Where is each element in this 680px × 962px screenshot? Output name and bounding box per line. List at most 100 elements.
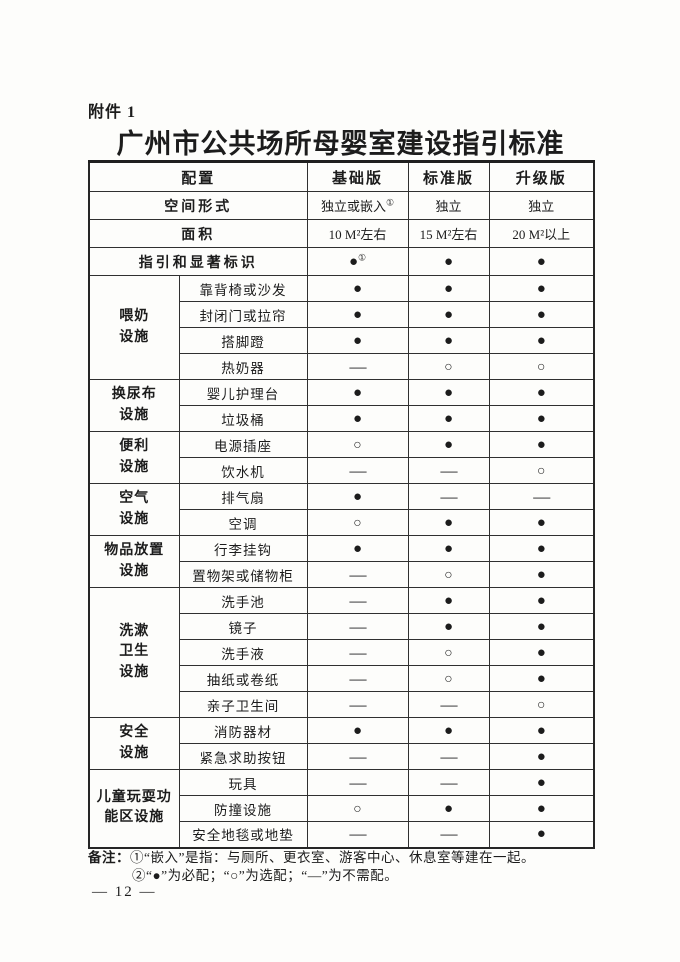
- not-required-dash-icon: —: [349, 694, 367, 714]
- header-config: 配置: [88, 161, 308, 192]
- notes-block: 备注： ①“嵌入”是指：与厕所、更衣室、游客中心、休息室等建在一起。 ②“●”为…: [88, 849, 628, 885]
- required-dot-icon: ●: [443, 332, 454, 349]
- item-label: 封闭门或拉帘: [178, 301, 308, 328]
- value-cell: ●: [488, 587, 595, 614]
- table-row: 物品放置 设施 行李挂钩 ● ● ●: [88, 535, 595, 588]
- value-cell: ●: [407, 535, 490, 562]
- required-dot-icon: ●: [352, 488, 363, 505]
- value-cell: ●: [488, 379, 595, 406]
- required-dot-icon: ●: [352, 306, 363, 323]
- value-cell: ●: [488, 301, 595, 328]
- required-dot-icon: ●: [536, 774, 546, 791]
- note-line-2: ②“●”为必配；“○”为选配；“—”为不需配。: [88, 867, 628, 885]
- value-cell: ●: [488, 327, 595, 354]
- item-label: 排气扇: [178, 483, 308, 510]
- footnote-ref: ①: [358, 252, 367, 263]
- note-line-1: 备注： ①“嵌入”是指：与厕所、更衣室、游客中心、休息室等建在一起。: [88, 849, 628, 867]
- optional-circle-icon: ○: [444, 671, 453, 687]
- not-required-dash-icon: —: [349, 668, 367, 688]
- value-cell: ○: [488, 457, 595, 484]
- attachment-label: 附件 1: [88, 104, 137, 121]
- required-dot-icon: ●: [536, 566, 546, 583]
- item-label: 靠背椅或沙发: [178, 275, 308, 302]
- page-title: 广州市公共场所母婴室建设指引标准: [116, 129, 565, 159]
- table-row: 面积 10 M²左右 15 M²左右 20 M²以上: [88, 219, 595, 248]
- table-row: 饮水机 — — ○: [89, 457, 595, 484]
- footnote-ref: ①: [385, 197, 395, 208]
- value-cell: 20 M²以上: [488, 219, 595, 248]
- cell-text: 独立或嵌入: [320, 199, 386, 214]
- required-dot-icon: ●: [443, 306, 454, 323]
- not-required-dash-icon: —: [533, 486, 550, 506]
- value-cell: ●①: [306, 247, 409, 276]
- required-dot-icon: ●: [536, 618, 546, 635]
- value-cell: —: [407, 743, 490, 770]
- value-cell: —: [306, 561, 409, 588]
- optional-circle-icon: ○: [444, 567, 453, 583]
- header-standard: 标准版: [407, 161, 490, 192]
- required-dot-icon: ●: [536, 800, 546, 817]
- item-label: 洗手池: [178, 587, 308, 614]
- value-cell: 10 M²左右: [306, 219, 409, 248]
- value-cell: —: [306, 639, 409, 666]
- optional-circle-icon: ○: [353, 437, 362, 453]
- item-label: 抽纸或卷纸: [178, 665, 308, 692]
- required-dot-icon: ●: [348, 253, 358, 270]
- value-cell: ●: [306, 327, 409, 354]
- table-row: 空调 ○ ● ●: [89, 509, 595, 536]
- value-cell: ●: [407, 327, 490, 354]
- table-row: 指引和显著标识 ●① ● ●: [88, 247, 595, 276]
- item-label: 镜子: [178, 613, 308, 640]
- table-row: 换尿布 设施 婴儿护理台 ● ● ●: [88, 379, 595, 432]
- value-cell: ●: [407, 795, 490, 822]
- value-cell: —: [306, 353, 409, 380]
- value-cell: ○: [306, 431, 409, 458]
- table-row: 喂奶 设施 靠背椅或沙发 ● ● ●: [88, 275, 595, 380]
- not-required-dash-icon: —: [349, 356, 367, 376]
- optional-circle-icon: ○: [353, 801, 362, 817]
- not-required-dash-icon: —: [440, 772, 458, 792]
- table-row: 便利 设施 电源插座 ○ ● ●: [88, 431, 595, 484]
- required-dot-icon: ●: [352, 410, 363, 427]
- value-cell: ●: [306, 379, 409, 406]
- table-row: 亲子卫生间 — — ○: [89, 691, 595, 718]
- value-cell: ○: [306, 795, 409, 822]
- item-label: 玩具: [178, 769, 308, 796]
- required-dot-icon: ●: [443, 722, 454, 739]
- table-row: 洗手液 — ○ ●: [89, 639, 595, 666]
- table-row: 安全 设施 消防器材 ● ● ●: [88, 717, 595, 770]
- value-cell: ●: [488, 561, 595, 588]
- header-basic: 基础版: [306, 161, 409, 192]
- optional-circle-icon: ○: [537, 359, 546, 375]
- group-label: 安全 设施: [88, 717, 180, 770]
- value-cell: —: [407, 691, 490, 718]
- required-dot-icon: ●: [352, 384, 363, 401]
- value-cell: —: [407, 821, 490, 848]
- cell-text: 10 M²左右: [328, 227, 387, 242]
- required-dot-icon: ●: [443, 540, 454, 557]
- required-dot-icon: ●: [536, 540, 546, 557]
- required-dot-icon: ●: [536, 306, 546, 323]
- value-cell: ●: [306, 275, 409, 302]
- item-label: 亲子卫生间: [178, 691, 308, 718]
- not-required-dash-icon: —: [349, 642, 367, 662]
- note-text-1: ①“嵌入”是指：与厕所、更衣室、游客中心、休息室等建在一起。: [130, 850, 535, 865]
- value-cell: ●: [407, 587, 490, 614]
- required-dot-icon: ●: [352, 332, 363, 349]
- value-cell: ●: [306, 535, 409, 562]
- required-dot-icon: ●: [536, 514, 546, 531]
- value-cell: ●: [488, 639, 595, 666]
- optional-circle-icon: ○: [537, 697, 546, 713]
- required-dot-icon: ●: [536, 592, 546, 609]
- value-cell: —: [306, 769, 409, 796]
- optional-circle-icon: ○: [444, 359, 453, 375]
- value-cell: ●: [407, 405, 490, 432]
- value-cell: —: [407, 769, 490, 796]
- cell-text: 20 M²以上: [512, 227, 571, 242]
- value-cell: —: [407, 457, 490, 484]
- value-cell: —: [306, 821, 409, 848]
- table-row: 防撞设施 ○ ● ●: [89, 795, 595, 822]
- value-cell: —: [306, 743, 409, 770]
- group-label: 喂奶 设施: [88, 275, 180, 380]
- value-cell: —: [306, 613, 409, 640]
